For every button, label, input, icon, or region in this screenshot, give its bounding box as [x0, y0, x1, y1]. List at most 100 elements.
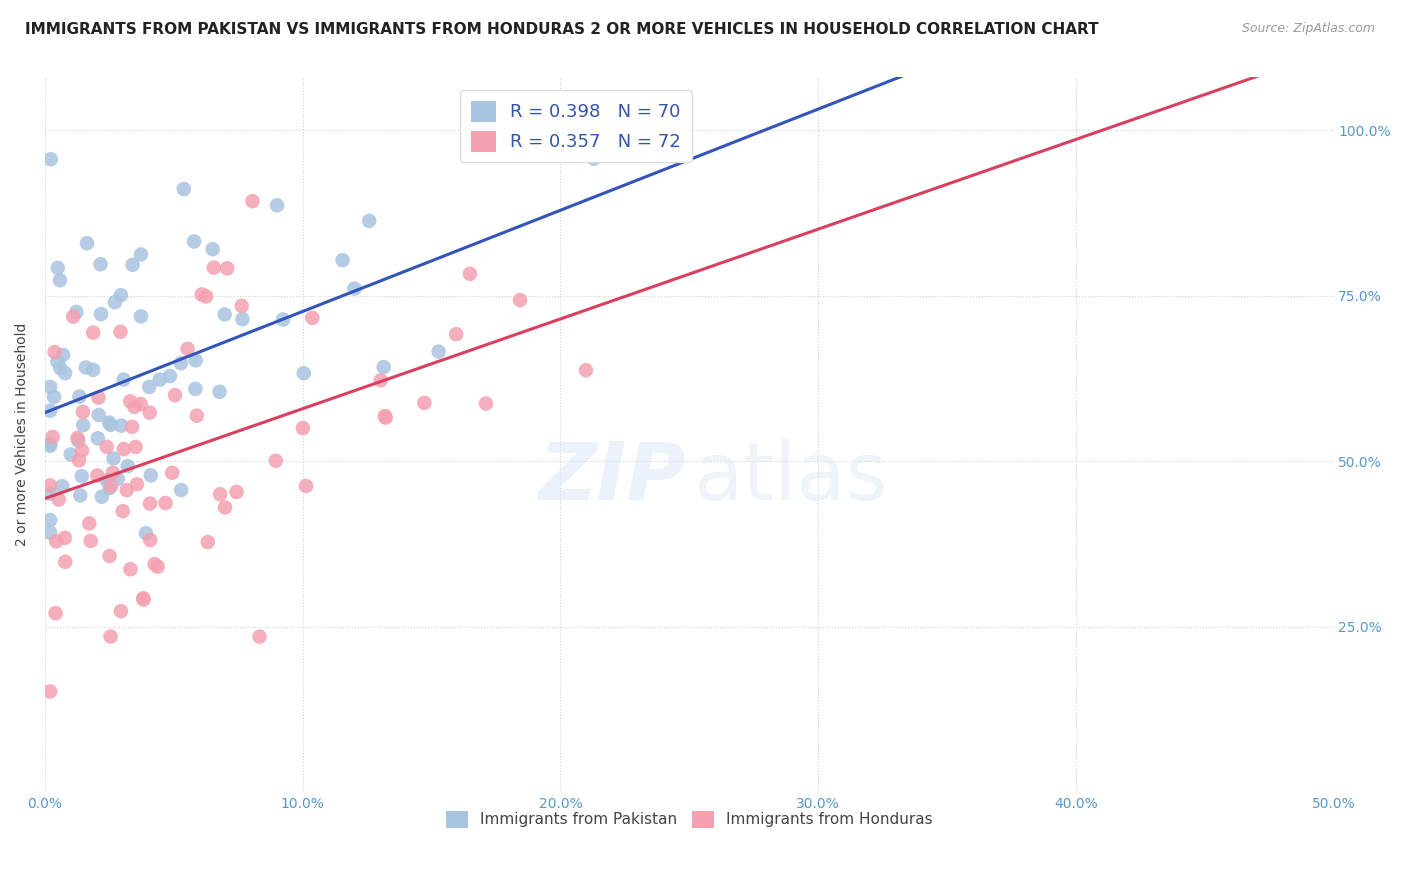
Point: [107, 472, 129, 486]
Point: [53, 366, 76, 380]
Point: [89, 257, 111, 271]
Point: [48, 492, 70, 507]
Text: ZIP: ZIP: [538, 439, 685, 516]
Point: [332, 253, 354, 268]
Point: [208, 384, 231, 399]
Point: [53, 555, 76, 569]
Point: [195, 289, 218, 303]
Point: [41, 430, 63, 444]
Point: [52, 348, 75, 362]
Legend: Immigrants from Pakistan, Immigrants from Honduras: Immigrants from Pakistan, Immigrants fro…: [440, 805, 938, 834]
Point: [271, 312, 294, 326]
Point: [49, 273, 72, 287]
Point: [231, 299, 253, 313]
Point: [301, 310, 323, 325]
Point: [49, 361, 72, 376]
Point: [90, 307, 112, 321]
Point: [66, 431, 89, 445]
Point: [149, 373, 172, 387]
Point: [509, 293, 531, 307]
Point: [104, 295, 127, 310]
Y-axis label: 2 or more Vehicles in Household: 2 or more Vehicles in Household: [15, 323, 30, 547]
Point: [242, 194, 264, 209]
Point: [184, 353, 207, 368]
Point: [77, 516, 100, 531]
Point: [98, 549, 121, 563]
Point: [124, 400, 146, 414]
Point: [46, 260, 69, 275]
Point: [39, 439, 62, 453]
Point: [170, 356, 193, 370]
Point: [291, 421, 314, 435]
Point: [111, 504, 134, 518]
Point: [139, 468, 162, 483]
Point: [110, 418, 132, 433]
Point: [190, 287, 212, 301]
Point: [176, 342, 198, 356]
Point: [72, 418, 94, 433]
Point: [39, 437, 62, 451]
Point: [39, 684, 62, 698]
Point: [292, 366, 315, 380]
Point: [87, 431, 110, 445]
Point: [110, 288, 132, 302]
Point: [90, 490, 112, 504]
Point: [67, 434, 90, 448]
Point: [138, 380, 160, 394]
Point: [132, 591, 155, 606]
Point: [266, 198, 288, 212]
Point: [112, 442, 135, 456]
Point: [343, 282, 366, 296]
Point: [231, 312, 253, 326]
Point: [146, 559, 169, 574]
Point: [370, 373, 392, 387]
Point: [46, 354, 69, 368]
Point: [125, 477, 148, 491]
Point: [163, 388, 186, 402]
Point: [101, 466, 124, 480]
Point: [139, 406, 162, 420]
Point: [100, 630, 122, 644]
Point: [51, 479, 73, 493]
Point: [42, 390, 65, 404]
Point: [413, 396, 436, 410]
Point: [173, 182, 195, 196]
Point: [110, 604, 132, 618]
Point: [155, 496, 177, 510]
Point: [67, 453, 90, 467]
Point: [65, 305, 87, 319]
Point: [45, 606, 67, 620]
Point: [159, 369, 181, 384]
Point: [186, 409, 208, 423]
Point: [96, 440, 118, 454]
Point: [197, 535, 219, 549]
Text: atlas: atlas: [693, 439, 887, 516]
Point: [120, 394, 142, 409]
Point: [264, 454, 287, 468]
Point: [39, 513, 62, 527]
Point: [69, 488, 91, 502]
Point: [70, 443, 93, 458]
Point: [217, 261, 239, 276]
Point: [124, 440, 146, 454]
Point: [82, 326, 104, 340]
Point: [87, 391, 110, 405]
Point: [135, 526, 157, 541]
Point: [475, 396, 498, 410]
Text: Source: ZipAtlas.com: Source: ZipAtlas.com: [1241, 22, 1375, 36]
Point: [444, 327, 467, 342]
Point: [39, 478, 62, 492]
Point: [132, 592, 155, 607]
Point: [53, 531, 76, 545]
Point: [98, 481, 121, 495]
Point: [112, 373, 135, 387]
Point: [129, 310, 152, 324]
Point: [209, 487, 232, 501]
Point: [129, 397, 152, 411]
Point: [184, 382, 207, 396]
Point: [44, 345, 66, 359]
Point: [225, 485, 247, 500]
Point: [139, 497, 162, 511]
Point: [249, 630, 271, 644]
Point: [374, 409, 396, 423]
